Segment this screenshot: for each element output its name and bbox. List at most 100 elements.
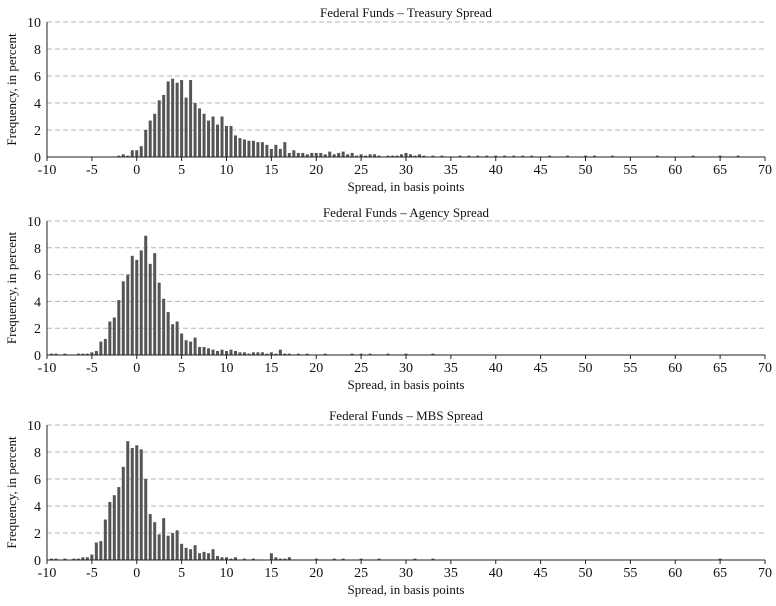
histogram-bar: [310, 152, 314, 157]
histogram-bar: [314, 152, 318, 157]
histogram-bar: [63, 353, 67, 355]
histogram-bar: [162, 518, 166, 560]
x-tick-label: 30: [399, 566, 413, 581]
histogram-bar: [301, 152, 305, 157]
histogram-bar: [229, 558, 233, 560]
x-tick-label: 60: [668, 361, 682, 376]
histogram-bar: [364, 155, 368, 157]
histogram-bar: [148, 263, 152, 355]
histogram-bar: [242, 352, 246, 355]
histogram-bar: [229, 125, 233, 157]
chart-title: Federal Funds – Treasury Spread: [320, 5, 492, 20]
histogram-bar: [736, 155, 740, 157]
x-tick-label: 70: [758, 361, 772, 376]
y-tick-label: 2: [34, 527, 41, 542]
histogram-bar: [521, 155, 525, 157]
x-tick-label: 50: [579, 163, 593, 178]
histogram-bar: [189, 341, 193, 355]
histogram-bar: [260, 352, 264, 355]
y-tick-label: 10: [27, 215, 41, 230]
histogram-bar: [584, 155, 587, 157]
histogram-bar: [476, 155, 480, 157]
x-tick-label: -5: [86, 163, 98, 178]
histogram-bar: [512, 155, 516, 157]
histogram-bar: [278, 148, 282, 157]
histogram-bar: [256, 352, 260, 355]
histogram-bar: [391, 155, 395, 157]
histogram-bar: [233, 557, 237, 560]
y-tick-label: 4: [34, 97, 41, 112]
x-tick-label: -10: [38, 361, 57, 376]
histogram-bar: [332, 558, 336, 560]
histogram-bar: [193, 103, 197, 157]
histogram-bar: [193, 337, 197, 355]
x-tick-label: 45: [534, 566, 548, 581]
x-tick-label: 5: [178, 361, 185, 376]
histogram-bar: [265, 144, 269, 157]
histogram-bar: [202, 346, 206, 355]
x-axis-label: Spread, in basis points: [348, 582, 465, 597]
histogram-bar: [413, 155, 417, 157]
histogram-bar: [431, 155, 435, 157]
histogram-bar: [233, 135, 237, 157]
histogram-bar: [198, 108, 202, 157]
histogram-bar: [314, 558, 318, 560]
x-tick-label: 30: [399, 163, 413, 178]
x-axis-label: Spread, in basis points: [348, 377, 465, 392]
histogram-bar: [238, 138, 242, 157]
histogram-bar: [144, 235, 148, 355]
histogram-bar: [337, 152, 341, 157]
histogram-bar: [198, 346, 202, 355]
histogram-bar: [135, 445, 139, 560]
histogram-bar: [355, 155, 359, 157]
x-tick-label: 35: [444, 566, 458, 581]
histogram-bar: [225, 350, 228, 355]
histogram-bar: [220, 116, 224, 157]
histogram-bar: [368, 353, 372, 355]
histogram-bar: [368, 154, 372, 157]
histogram-bar: [90, 554, 94, 560]
histogram-bar: [49, 558, 53, 560]
y-tick-label: 10: [27, 16, 41, 31]
histogram-bar: [175, 82, 179, 157]
x-tick-label: 70: [758, 163, 772, 178]
histogram-bar: [99, 541, 103, 560]
x-tick-label: 40: [489, 361, 503, 376]
x-tick-label: 50: [579, 361, 593, 376]
x-tick-label: 65: [713, 566, 727, 581]
histogram-bar: [148, 514, 152, 560]
x-tick-label: 20: [309, 361, 323, 376]
histogram-bar: [260, 142, 264, 157]
histogram-bar: [292, 150, 296, 157]
y-tick-label: 8: [34, 446, 41, 461]
x-tick-label: 0: [133, 163, 140, 178]
x-tick-label: 40: [489, 566, 503, 581]
histogram-bar: [251, 140, 255, 157]
x-tick-label: 15: [264, 163, 278, 178]
histogram-bar: [467, 155, 471, 157]
histogram-bar: [691, 155, 695, 157]
histogram-bar: [296, 353, 300, 355]
y-tick-label: 6: [34, 70, 41, 85]
y-tick-label: 10: [27, 419, 41, 434]
histogram-bar: [458, 155, 462, 157]
histogram-bar: [417, 154, 421, 157]
histogram-bar: [180, 333, 184, 355]
histogram-bar: [296, 152, 300, 157]
panel-mbs-spread: 0 2 4 6 8 10 -10 -5 0 5 10 15 20 25 30 35 40 45 50 55 60 65 70…: [4, 408, 772, 597]
x-axis-label: Spread, in basis points: [348, 179, 465, 194]
x-tick-label: 65: [713, 361, 727, 376]
histogram-bar: [233, 350, 237, 355]
histogram-bar: [485, 155, 489, 157]
chart-title: Federal Funds – MBS Spread: [329, 408, 483, 423]
x-tick-label: 20: [309, 566, 323, 581]
histogram-bar: [166, 535, 170, 560]
histogram-bar: [175, 321, 179, 355]
chart-title: Federal Funds – Agency Spread: [323, 205, 490, 220]
histogram-bar: [121, 466, 125, 560]
histogram-bar: [171, 324, 175, 355]
histogram-bar: [189, 549, 193, 560]
histogram-bar: [278, 558, 282, 560]
histogram-bar: [211, 116, 215, 157]
